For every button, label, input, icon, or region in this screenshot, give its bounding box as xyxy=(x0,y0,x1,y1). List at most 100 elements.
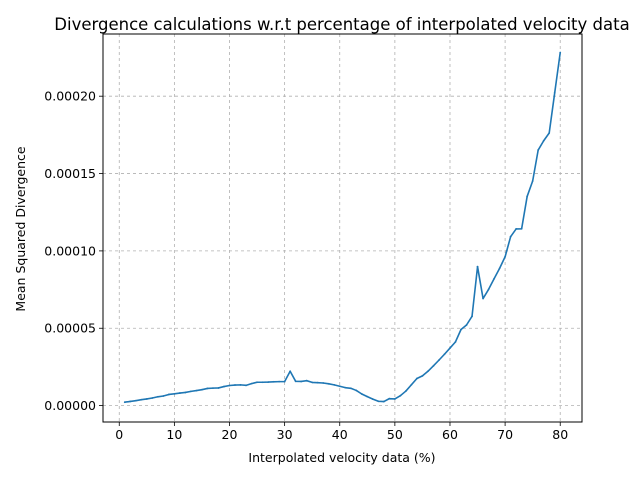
data-point xyxy=(234,384,236,386)
x-tick-label: 0 xyxy=(115,427,123,442)
data-point xyxy=(416,377,418,380)
data-point xyxy=(184,391,187,394)
data-point xyxy=(476,265,479,268)
data-point xyxy=(162,395,165,397)
x-tick-label: 80 xyxy=(552,427,568,442)
data-point xyxy=(432,364,435,367)
data-point xyxy=(217,387,220,389)
data-point xyxy=(206,387,209,390)
data-point xyxy=(278,380,281,383)
data-point xyxy=(382,400,385,403)
data-point xyxy=(553,91,556,94)
y-axis-label: Mean Squared Divergence xyxy=(13,146,28,311)
data-point xyxy=(195,389,198,392)
y-tick-label: 0.00000 xyxy=(44,398,96,413)
x-tick-label: 40 xyxy=(332,427,348,442)
data-point xyxy=(427,370,429,373)
y-tick-label: 0.00015 xyxy=(44,166,96,181)
x-axis: 0 10 20 30 40 50 60 70 80 xyxy=(115,422,568,442)
data-point xyxy=(134,399,137,402)
data-point xyxy=(360,393,363,395)
data-point xyxy=(261,381,264,384)
plot-area-frame xyxy=(102,33,583,423)
data-point xyxy=(167,393,170,396)
x-tick-label: 70 xyxy=(497,427,513,442)
y-tick-label: 0.00005 xyxy=(44,321,96,336)
data-point xyxy=(487,288,490,291)
data-point xyxy=(520,227,523,230)
x-tick-label: 60 xyxy=(442,427,458,442)
data-point xyxy=(283,380,286,383)
data-point xyxy=(123,401,126,404)
data-point xyxy=(333,383,336,386)
data-point xyxy=(294,380,297,383)
data-point xyxy=(300,380,303,383)
data-point xyxy=(178,392,181,394)
x-tick-label: 30 xyxy=(277,427,293,442)
data-point xyxy=(498,267,501,270)
data-point xyxy=(531,180,534,182)
data-point xyxy=(443,353,446,356)
data-point xyxy=(438,359,440,362)
data-point xyxy=(542,139,545,142)
data-point xyxy=(311,381,314,384)
data-point xyxy=(156,395,159,398)
data-point xyxy=(338,385,341,388)
data-point xyxy=(388,397,391,400)
y-tick-label: 0.00020 xyxy=(44,89,96,104)
data-point xyxy=(151,397,154,399)
data-point xyxy=(421,375,424,377)
x-tick-label: 20 xyxy=(222,427,238,442)
data-point xyxy=(349,387,352,390)
data-point xyxy=(482,297,484,300)
data-point xyxy=(537,149,540,151)
data-point xyxy=(173,392,176,395)
data-point xyxy=(245,384,247,387)
x-tick-label: 10 xyxy=(166,427,182,442)
data-point xyxy=(316,381,319,384)
data-point xyxy=(212,387,214,390)
data-point xyxy=(410,383,413,386)
data-point xyxy=(129,400,132,403)
data-point xyxy=(256,381,258,384)
data-point xyxy=(509,235,512,238)
data-point xyxy=(201,388,203,391)
data-point xyxy=(145,398,148,400)
data-point xyxy=(471,315,473,318)
data-point xyxy=(289,370,292,373)
data-point xyxy=(272,380,275,383)
data-point xyxy=(228,384,231,387)
data-point xyxy=(322,382,325,384)
data-point xyxy=(515,228,518,230)
data-point xyxy=(454,340,457,343)
data-point xyxy=(559,51,562,54)
grid xyxy=(103,34,582,422)
data-point xyxy=(366,395,369,398)
data-point xyxy=(371,398,374,400)
x-tick-label: 50 xyxy=(387,427,403,442)
series-layer xyxy=(123,51,562,404)
chart-title: Divergence calculations w.r.t percentage… xyxy=(54,15,629,34)
data-point xyxy=(355,389,358,392)
data-point xyxy=(493,277,495,280)
data-point xyxy=(327,382,330,385)
data-point xyxy=(548,132,551,134)
data-point xyxy=(305,379,308,382)
data-point xyxy=(190,390,192,393)
data-point xyxy=(267,381,269,383)
data-point xyxy=(460,328,462,331)
x-axis-label: Interpolated velocity data (%) xyxy=(248,450,435,465)
data-point xyxy=(239,383,242,386)
data-point xyxy=(344,386,347,389)
data-point xyxy=(504,255,507,258)
data-point xyxy=(399,394,402,397)
data-point xyxy=(404,390,407,392)
data-point xyxy=(140,398,143,401)
series-line-0 xyxy=(124,52,562,403)
data-point xyxy=(250,382,253,385)
data-point xyxy=(465,324,468,326)
data-point xyxy=(223,385,225,388)
data-point xyxy=(526,195,529,198)
y-axis: 0.00000 0.00005 0.00010 0.00015 0.00020 xyxy=(44,89,103,413)
